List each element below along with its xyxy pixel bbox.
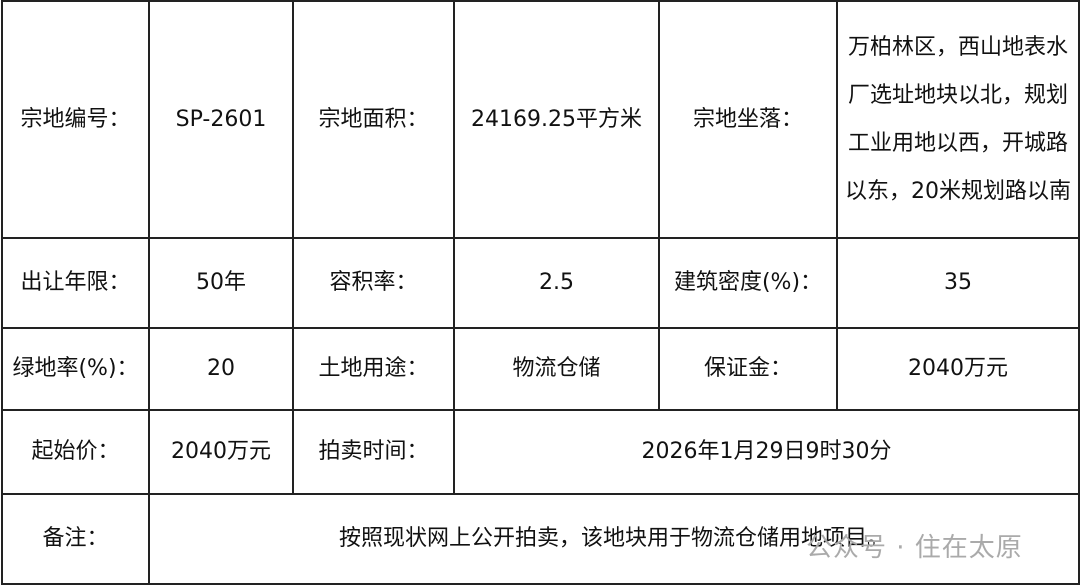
label-starting-price: 起始价：: [1, 409, 150, 495]
label-remarks: 备注：: [1, 493, 150, 585]
label-parcel-location: 宗地坐落：: [658, 0, 838, 239]
table-row: 绿地率(%)： 20 土地用途： 物流仓储 保证金： 2040万元: [1, 327, 1080, 411]
label-parcel-area: 宗地面积：: [292, 0, 455, 239]
value-green-ratio: 20: [148, 327, 294, 411]
value-auction-time: 2026年1月29日9时30分: [453, 409, 1080, 495]
label-land-use: 土地用途：: [292, 327, 455, 411]
value-lease-term: 50年: [148, 237, 294, 329]
value-land-use: 物流仓储: [453, 327, 660, 411]
label-building-density: 建筑密度(%)：: [658, 237, 838, 329]
label-lease-term: 出让年限：: [1, 237, 150, 329]
value-deposit: 2040万元: [836, 327, 1080, 411]
value-building-density: 35: [836, 237, 1080, 329]
table-row: 起始价： 2040万元 拍卖时间： 2026年1月29日9时30分: [1, 409, 1080, 495]
value-parcel-location: 万柏林区，西山地表水厂选址地块以北，规划工业用地以西，开城路以东，20米规划路以…: [836, 0, 1080, 239]
value-starting-price: 2040万元: [148, 409, 294, 495]
label-green-ratio: 绿地率(%)：: [1, 327, 150, 411]
table-row: 备注： 按照现状网上公开拍卖，该地块用于物流仓储用地项目。: [1, 493, 1080, 585]
value-plot-ratio: 2.5: [453, 237, 660, 329]
label-deposit: 保证金：: [658, 327, 838, 411]
value-parcel-area: 24169.25平方米: [453, 0, 660, 239]
value-remarks: 按照现状网上公开拍卖，该地块用于物流仓储用地项目。: [148, 493, 1080, 585]
label-plot-ratio: 容积率：: [292, 237, 455, 329]
table-row: 出让年限： 50年 容积率： 2.5 建筑密度(%)： 35: [1, 237, 1080, 329]
table-row: 宗地编号： SP-2601 宗地面积： 24169.25平方米 宗地坐落： 万柏…: [1, 0, 1080, 239]
label-auction-time: 拍卖时间：: [292, 409, 455, 495]
label-parcel-number: 宗地编号：: [1, 0, 150, 239]
value-parcel-number: SP-2601: [148, 0, 294, 239]
